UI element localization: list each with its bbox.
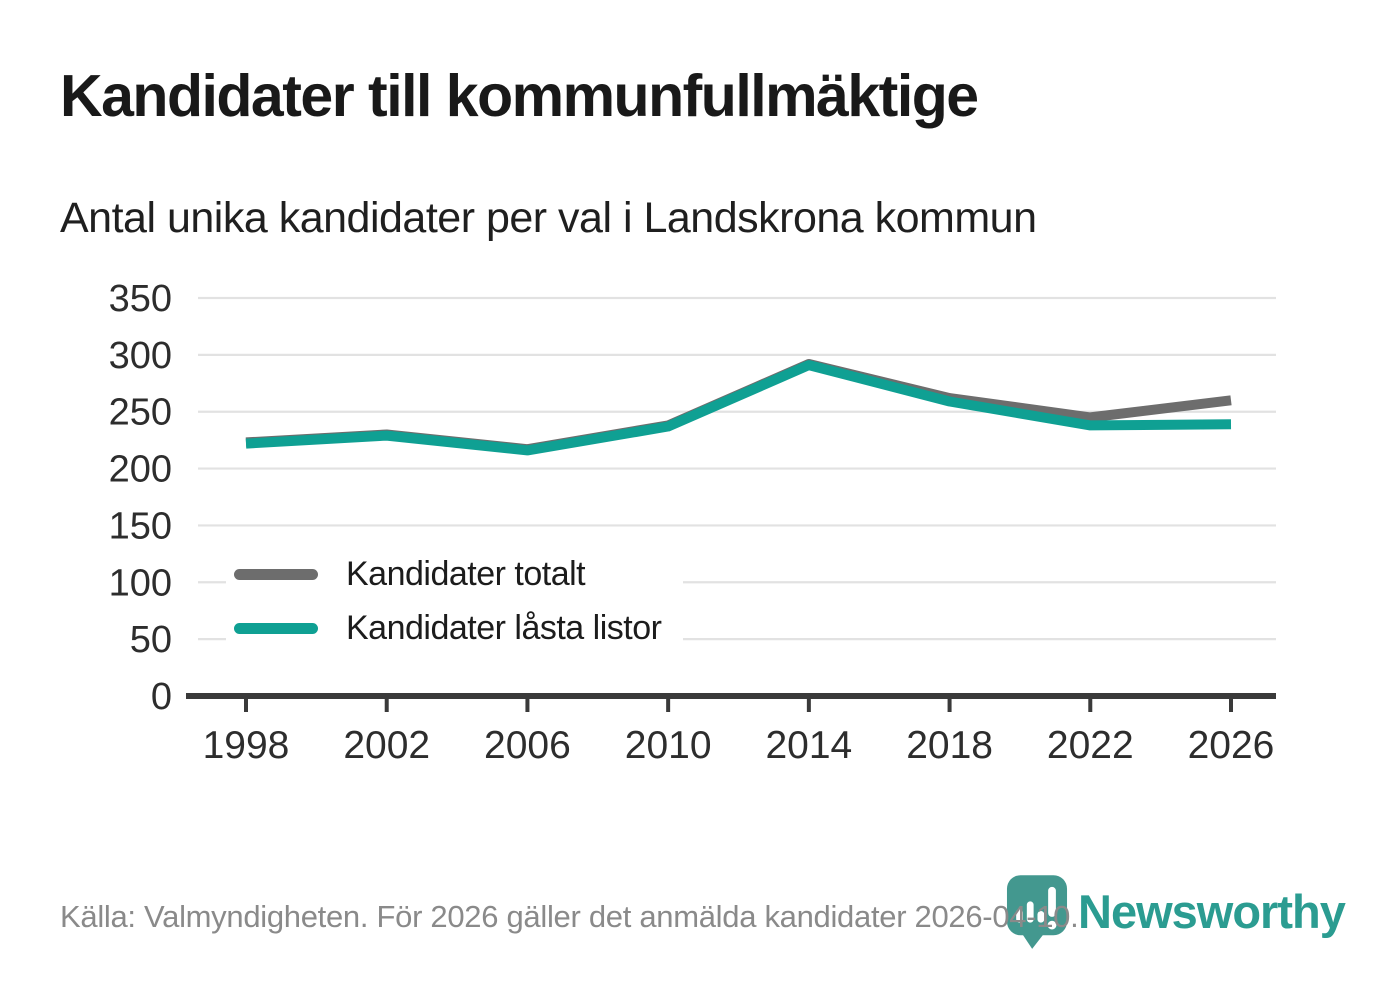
- newsworthy-pin-icon: [1006, 875, 1068, 949]
- line-chart: 0 50 100 150 200 250 300 350 1998 2002 2006 2010 201…: [109, 278, 1276, 767]
- svg-text:250: 250: [109, 392, 172, 434]
- svg-text:350: 350: [109, 278, 172, 320]
- chart-title: Kandidater till kommunfullmäktige: [60, 63, 979, 129]
- svg-text:2022: 2022: [1047, 724, 1134, 767]
- svg-text:150: 150: [109, 505, 172, 547]
- legend-label-totalt: Kandidater totalt: [346, 555, 586, 593]
- svg-text:2002: 2002: [343, 724, 430, 767]
- svg-text:2018: 2018: [906, 724, 993, 767]
- legend-swatch-totalt: [234, 569, 318, 580]
- svg-text:0: 0: [151, 676, 172, 718]
- source-note: Källa: Valmyndigheten. För 2026 gäller d…: [60, 899, 1079, 934]
- svg-text:2006: 2006: [484, 724, 571, 767]
- svg-text:100: 100: [109, 562, 172, 604]
- newsworthy-wordmark: Newsworthy: [1078, 885, 1346, 938]
- svg-text:50: 50: [130, 619, 172, 661]
- svg-text:2026: 2026: [1188, 724, 1275, 767]
- svg-text:1998: 1998: [203, 724, 290, 767]
- legend-item-totalt: Kandidater totalt: [234, 555, 661, 594]
- chart-legend: Kandidater totalt Kandidater låsta listo…: [226, 549, 684, 658]
- svg-text:200: 200: [109, 449, 172, 491]
- svg-text:300: 300: [109, 335, 172, 377]
- svg-text:2010: 2010: [625, 724, 712, 767]
- legend-swatch-lasta-listor: [234, 623, 318, 634]
- legend-item-lasta-listor: Kandidater låsta listor: [234, 609, 662, 648]
- svg-text:2014: 2014: [765, 724, 852, 767]
- chart-subtitle: Antal unika kandidater per val i Landskr…: [60, 194, 1037, 242]
- legend-label-lasta-listor: Kandidater låsta listor: [346, 609, 662, 647]
